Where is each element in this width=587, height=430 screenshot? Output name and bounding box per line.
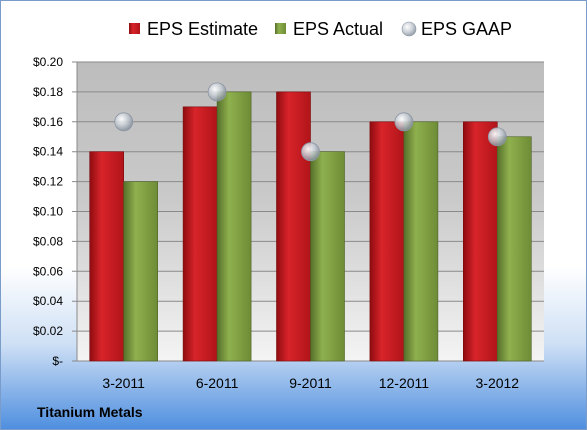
- estimate-bar-6-2011: [182, 106, 218, 362]
- company-label: Titanium Metals: [37, 404, 143, 420]
- x-tick-label: 12-2011: [379, 375, 430, 391]
- actual-bar-9-2011: [310, 151, 345, 362]
- legend: EPS Estimate EPS Actual EPS GAAP: [129, 19, 512, 39]
- x-axis: 3-2011 6-2011 9-2011 12-2011 3-2012: [102, 375, 519, 391]
- y-axis: $- $0.02 $0.04 $0.06 $0.08 $0.10 $0.12 $0.14 $0.…: [33, 55, 78, 368]
- y-tick-label: $0.12: [33, 175, 63, 189]
- y-tick-label: $0.16: [33, 115, 63, 129]
- estimate-bar-3-2012: [462, 121, 498, 362]
- legend-label: EPS Estimate: [147, 19, 258, 39]
- actual-bar-3-2011: [123, 181, 158, 362]
- y-tick-label: $0.04: [33, 294, 63, 308]
- estimate-bar-3-2011: [89, 151, 124, 362]
- y-tick-label: $0.10: [33, 205, 63, 219]
- gaap-marker-3-2011: [114, 112, 134, 132]
- gaap-marker-3-2012: [487, 127, 507, 147]
- actual-bar-12-2011: [403, 121, 439, 362]
- actual-bar-3-2012: [496, 136, 532, 362]
- x-tick-label: 6-2011: [196, 375, 239, 391]
- x-tick-label: 9-2011: [289, 375, 332, 391]
- legend-swatch: [401, 21, 417, 37]
- y-tick-label: $0.08: [33, 234, 63, 248]
- legend-label: EPS GAAP: [421, 19, 512, 39]
- gaap-marker-9-2011: [301, 142, 320, 162]
- y-tick-label: $-: [52, 354, 63, 368]
- gaap-marker-6-2011: [207, 82, 227, 102]
- legend-swatch: [129, 23, 140, 34]
- y-tick-label: $0.20: [33, 55, 63, 69]
- gaap-markers: [114, 82, 507, 162]
- y-tick-label: $0.14: [33, 145, 63, 159]
- estimate-bar-12-2011: [369, 121, 405, 362]
- actual-bar-6-2011: [216, 91, 252, 362]
- legend-swatch: [275, 23, 286, 34]
- y-tick-label: $0.18: [33, 85, 63, 99]
- y-tick-label: $0.02: [33, 324, 63, 338]
- x-tick-label: 3-2012: [476, 375, 520, 391]
- gaap-marker-12-2011: [394, 112, 414, 132]
- x-tick-label: 3-2011: [102, 375, 145, 391]
- y-tick-label: $0.06: [33, 264, 63, 278]
- bars: [89, 91, 532, 362]
- estimate-bar-9-2011: [276, 91, 311, 362]
- legend-label: EPS Actual: [293, 19, 383, 39]
